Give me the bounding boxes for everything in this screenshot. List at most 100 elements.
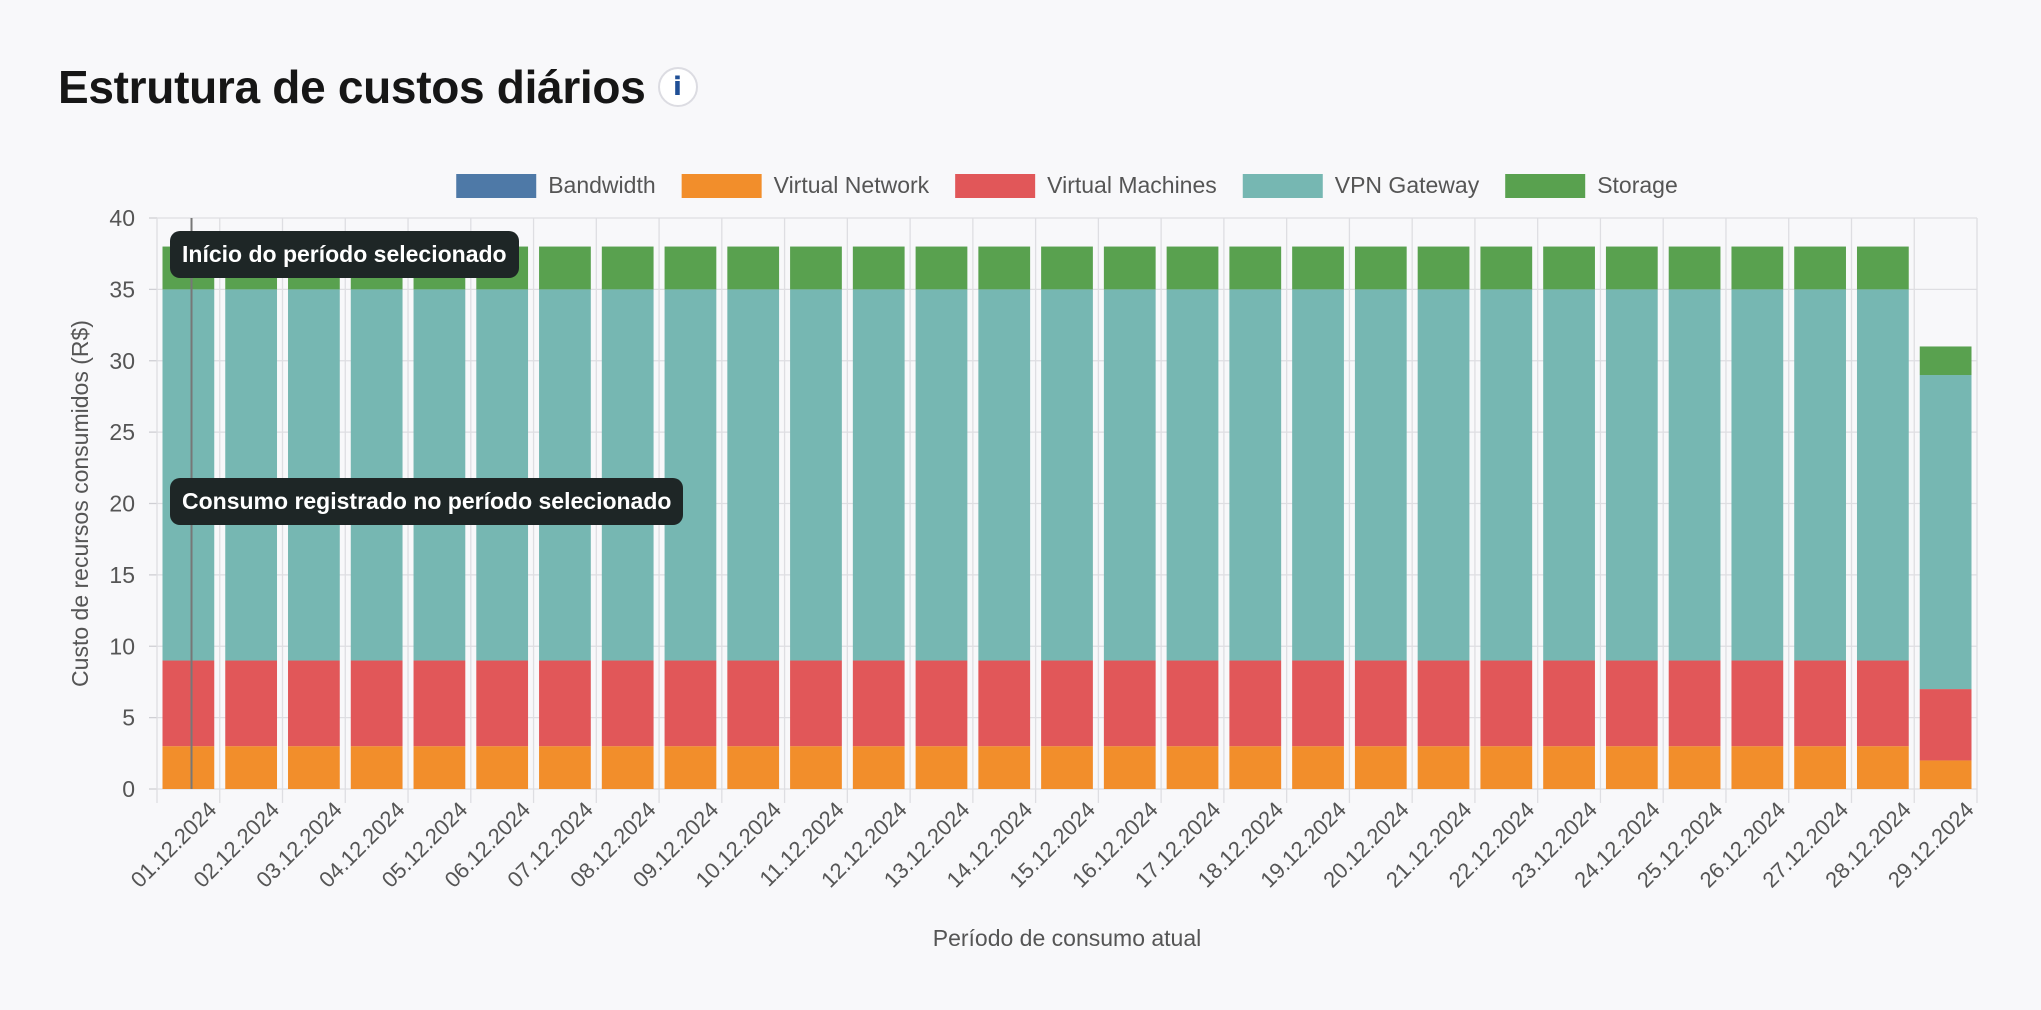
bar-virtual-machines <box>852 660 905 747</box>
bar-vpn-gateway <box>476 289 529 661</box>
bar-virtual-machines <box>1543 660 1595 747</box>
bar-vpn-gateway <box>1856 289 1909 661</box>
bar-virtual-machines <box>790 660 842 747</box>
bar-virtual-network <box>1166 746 1219 789</box>
legend-swatch <box>955 174 1036 198</box>
legend-swatch <box>681 174 762 198</box>
bar-vpn-gateway <box>162 289 215 661</box>
bar-vpn-gateway <box>790 289 842 661</box>
bar-virtual-network <box>852 746 905 789</box>
bar-virtual-network <box>162 746 215 789</box>
bar-virtual-machines <box>1103 660 1156 747</box>
y-tick-label: 0 <box>122 776 135 802</box>
y-tick-label: 40 <box>109 205 135 231</box>
bar-vpn-gateway <box>539 289 591 661</box>
bar-virtual-network <box>601 746 654 789</box>
bar-vpn-gateway <box>852 289 905 661</box>
bar-storage <box>1794 246 1846 290</box>
bar-virtual-machines <box>162 660 215 747</box>
y-tick-label: 10 <box>109 633 135 659</box>
bar-virtual-network <box>727 746 780 789</box>
y-tick-label: 25 <box>109 419 135 445</box>
bar-vpn-gateway <box>1480 289 1533 661</box>
bar-virtual-network <box>476 746 529 789</box>
bar-vpn-gateway <box>727 289 780 661</box>
bar-vpn-gateway <box>1229 289 1282 661</box>
bar-vpn-gateway <box>1794 289 1846 661</box>
bar-virtual-network <box>1605 746 1658 789</box>
x-axis-title: Período de consumo atual <box>933 925 1202 951</box>
legend-label: Storage <box>1597 172 1678 198</box>
bar-virtual-machines <box>539 660 591 747</box>
y-tick-label: 30 <box>109 348 135 374</box>
bar-virtual-network <box>350 746 403 789</box>
bar-storage <box>1605 246 1658 290</box>
y-tick-label: 35 <box>109 276 135 302</box>
bar-virtual-machines <box>225 660 278 747</box>
y-tick-label: 20 <box>109 491 135 517</box>
bar-virtual-network <box>1229 746 1282 789</box>
bar-virtual-machines <box>915 660 968 747</box>
bar-vpn-gateway <box>664 289 717 661</box>
bar-vpn-gateway <box>1417 289 1470 661</box>
bar-vpn-gateway <box>601 289 654 661</box>
bar-virtual-machines <box>288 660 340 747</box>
bar-virtual-network <box>1731 746 1784 789</box>
info-icon[interactable]: i <box>657 67 698 107</box>
bar-virtual-machines <box>1731 660 1784 747</box>
page-title: Estrutura de custos diários <box>58 61 646 113</box>
bar-storage <box>1292 246 1344 290</box>
legend-swatch <box>1242 174 1323 198</box>
bar-vpn-gateway <box>978 289 1031 661</box>
bar-storage <box>1354 246 1407 290</box>
bar-vpn-gateway <box>1731 289 1784 661</box>
bar-storage <box>1543 246 1595 290</box>
bar-vpn-gateway <box>1041 289 1093 661</box>
y-tick-label: 5 <box>122 705 135 731</box>
bar-vpn-gateway <box>1354 289 1407 661</box>
header: Estrutura de custos diários i <box>58 60 698 114</box>
bar-virtual-network <box>1417 746 1470 789</box>
bar-virtual-network <box>1856 746 1909 789</box>
period-start-tooltip: Início do período selecionado <box>170 231 519 278</box>
bar-virtual-network <box>413 746 466 789</box>
bar-storage <box>539 246 591 290</box>
bar-virtual-machines <box>1856 660 1909 747</box>
bar-virtual-machines <box>1480 660 1533 747</box>
bar-virtual-machines <box>1919 689 1972 761</box>
bar-virtual-machines <box>1041 660 1093 747</box>
bar-virtual-network <box>915 746 968 789</box>
bar-virtual-network <box>1543 746 1595 789</box>
bar-storage <box>1919 346 1972 376</box>
bar-vpn-gateway <box>1543 289 1595 661</box>
period-consumption-tooltip: Consumo registrado no período selecionad… <box>170 478 684 525</box>
bar-virtual-network <box>225 746 278 789</box>
bar-vpn-gateway <box>1292 289 1344 661</box>
bar-storage <box>601 246 654 290</box>
bar-vpn-gateway <box>350 289 403 661</box>
bar-virtual-network <box>1668 746 1721 789</box>
bar-vpn-gateway <box>915 289 968 661</box>
bar-virtual-machines <box>476 660 529 747</box>
bar-storage <box>1480 246 1533 290</box>
bar-virtual-network <box>1103 746 1156 789</box>
y-tick-label: 15 <box>109 562 135 588</box>
legend-label: Bandwidth <box>548 172 655 198</box>
bar-vpn-gateway <box>1668 289 1721 661</box>
bar-vpn-gateway <box>1103 289 1156 661</box>
bar-virtual-network <box>539 746 591 789</box>
bar-virtual-machines <box>1417 660 1470 747</box>
bar-storage <box>664 246 717 290</box>
bar-storage <box>1041 246 1093 290</box>
bar-virtual-network <box>1480 746 1533 789</box>
bar-storage <box>1103 246 1156 290</box>
bar-storage <box>1166 246 1219 290</box>
bar-virtual-machines <box>350 660 403 747</box>
bar-storage <box>852 246 905 290</box>
y-axis-title: Custo de recursos consumidos (R$) <box>67 320 93 687</box>
legend-swatch <box>456 174 537 198</box>
legend-swatch <box>1505 174 1586 198</box>
bar-virtual-machines <box>978 660 1031 747</box>
bar-vpn-gateway <box>1166 289 1219 661</box>
